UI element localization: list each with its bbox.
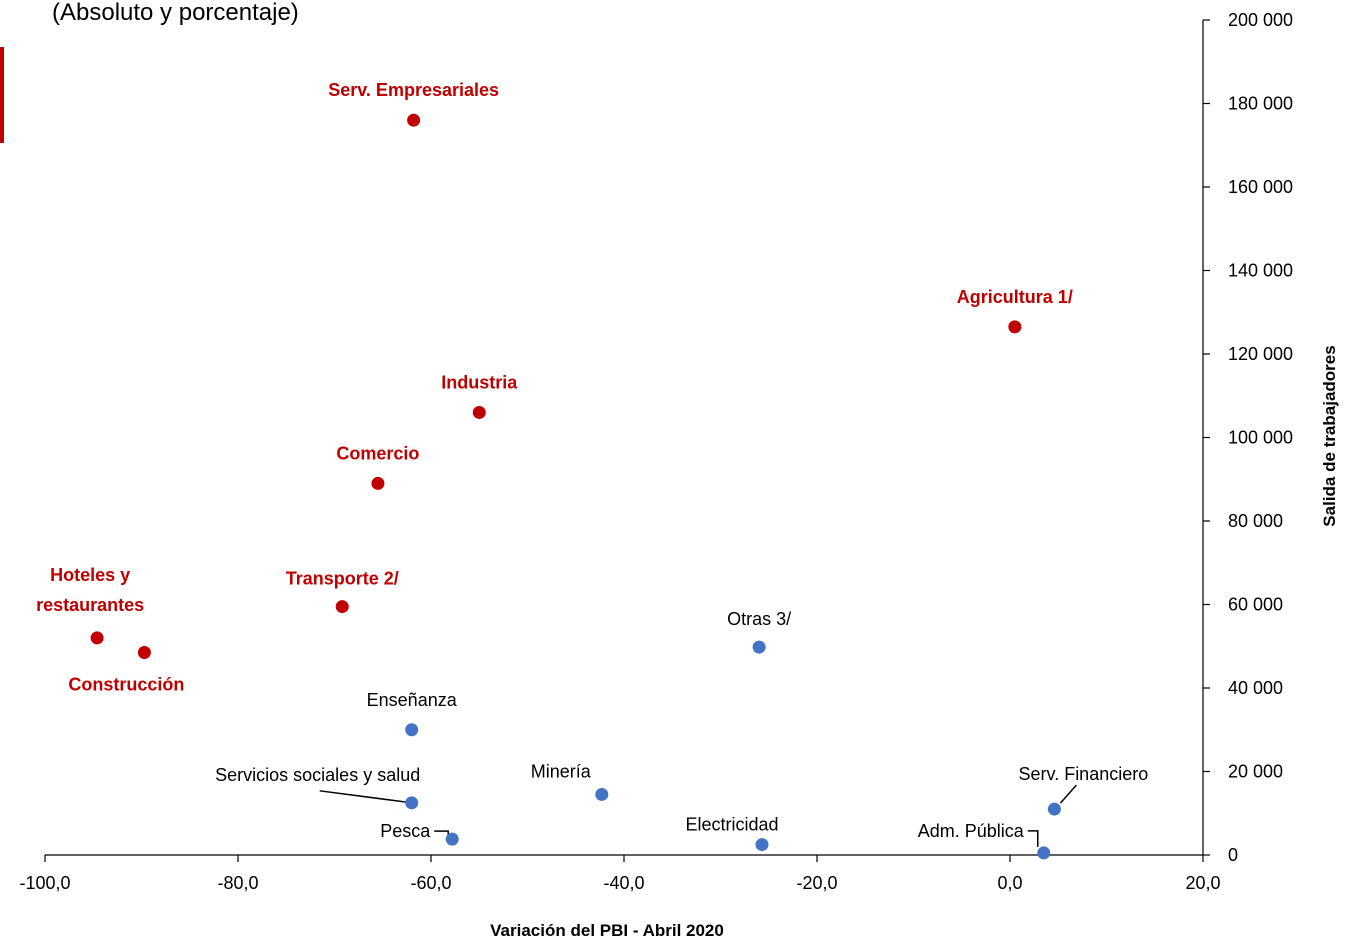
label-servicios-sociales-y-salud: Servicios sociales y salud <box>215 765 420 785</box>
point-otras-3 <box>753 641 766 654</box>
label-comercio: Comercio <box>336 443 419 463</box>
point-comercio <box>371 477 384 490</box>
point-agricultura-1 <box>1008 320 1021 333</box>
label-otras-3: Otras 3/ <box>727 609 791 629</box>
connector-adm-publica <box>1028 831 1038 847</box>
x-tick-label: -100,0 <box>19 873 70 893</box>
y-tick-label: 40 000 <box>1228 678 1283 698</box>
y-tick-label: 60 000 <box>1228 595 1283 615</box>
point-construccion <box>138 646 151 659</box>
x-tick-label: -40,0 <box>603 873 644 893</box>
label-adm-publica: Adm. Pública <box>918 821 1025 841</box>
label-agricultura-1: Agricultura 1/ <box>957 287 1073 307</box>
data-labels: Serv. Empresariales Agricultura 1/Industr… <box>36 80 1148 841</box>
chart-subtitle: (Absoluto y porcentaje) <box>52 0 299 26</box>
x-tick-label: -60,0 <box>410 873 451 893</box>
y-tick-label: 140 000 <box>1228 261 1293 281</box>
label-pesca: Pesca <box>380 821 431 841</box>
connector-pesca <box>434 831 448 837</box>
x-tick-label: -20,0 <box>796 873 837 893</box>
y-tick-label: 100 000 <box>1228 428 1293 448</box>
label-ensenanza: Enseñanza <box>367 690 458 710</box>
y-axis-title: Salida de trabajadores <box>1320 345 1339 526</box>
connector-serv-financiero <box>1060 785 1076 803</box>
y-tick-label: 160 000 <box>1228 177 1293 197</box>
point-serv-empresariales <box>407 114 420 127</box>
label-electricidad: Electricidad <box>685 815 778 835</box>
accent-bar <box>0 47 4 143</box>
point-adm-publica <box>1037 846 1050 859</box>
point-pesca <box>446 833 459 846</box>
point-electricidad <box>755 838 768 851</box>
connector-servicios-sociales-y-salud <box>320 791 412 803</box>
y-tick-label: 80 000 <box>1228 511 1283 531</box>
y-tick-label: 120 000 <box>1228 344 1293 364</box>
point-mineria <box>595 788 608 801</box>
axes: -100,0 -80,0 -60,0 -40,0 -20,0 0,0 20,0 0 20 000… <box>19 10 1293 893</box>
y-tick-label: 0 <box>1228 845 1238 865</box>
label-transporte-2: Transporte 2/ <box>286 569 399 589</box>
x-tick-label: 0,0 <box>997 873 1022 893</box>
label-serv-empresariales: Serv. Empresariales <box>328 80 499 100</box>
point-servicios-sociales-y-salud <box>405 796 418 809</box>
label-construccion: Construcción <box>68 675 184 695</box>
y-tick-label: 180 000 <box>1228 94 1293 114</box>
x-tick-label: 20,0 <box>1185 873 1220 893</box>
data-points <box>91 114 1061 860</box>
label-mineria: Minería <box>531 761 592 781</box>
y-tick-label: 200 000 <box>1228 10 1293 30</box>
label-serv-financiero: Serv. Financiero <box>1019 764 1149 784</box>
label-industria: Industria <box>441 372 518 392</box>
point-ensenanza <box>405 723 418 736</box>
point-industria <box>473 406 486 419</box>
label-hoteles-y-restaurantes: Hoteles y restaurantes <box>36 565 144 615</box>
x-axis-title: Variación del PBI - Abril 2020 <box>490 921 724 939</box>
point-serv-financiero <box>1048 803 1061 816</box>
point-transporte-2 <box>336 600 349 613</box>
point-hoteles-y-restaurantes <box>91 631 104 644</box>
x-tick-label: -80,0 <box>217 873 258 893</box>
y-tick-label: 20 000 <box>1228 762 1283 782</box>
